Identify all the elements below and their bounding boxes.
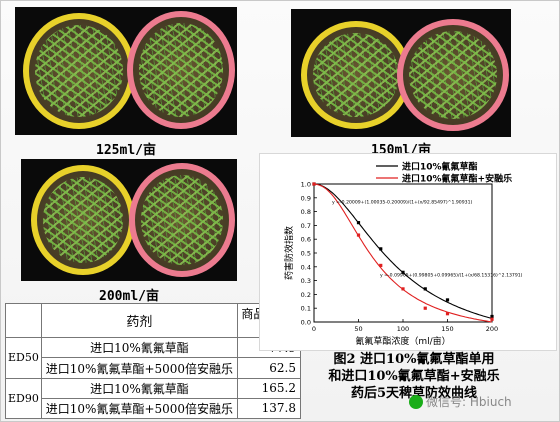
figure-caption-line2: 和进口10%氰氟草酯+安融乐 (328, 369, 500, 384)
y-tick-label: 0.8 (301, 208, 311, 216)
row-agent: 进口10%氰氟草酯 (40, 337, 239, 359)
data-point (312, 182, 316, 186)
x-axis-label: 氰氟草酯浓度（ml/亩） (355, 335, 450, 347)
y-tick-label: 0.6 (301, 236, 311, 244)
y-tick-label: 0.5 (301, 250, 311, 258)
x-tick-label: 150 (441, 325, 453, 333)
data-point (379, 263, 383, 268)
y-tick-label: 0.4 (301, 263, 311, 271)
table-header-row: 药剂 商品量ml/亩 (5, 302, 301, 339)
data-point (356, 221, 361, 225)
y-tick-label: 1.0 (301, 181, 311, 189)
results-table: 药剂 商品量ml/亩 ED50 进口10%氰氟草酯 77.9 进口10%氰氟草酯… (5, 302, 301, 420)
equation-label: y =-0.09965+(0.99805+0.09965)/(1+(x/68.1… (380, 272, 523, 278)
photo-125 (15, 7, 237, 135)
chart-panel: 0.0 0.1 0.2 0.3 0.4 0.5 0.6 0.7 0.8 0.9 1.0 0 50 100 1… (259, 153, 557, 351)
y-tick-label: 0.2 (301, 291, 311, 299)
photo-200 (21, 159, 237, 281)
watermark: 微信号: Hbiuch (409, 393, 512, 410)
data-point (356, 233, 361, 237)
legend-label: 进口10%氰氟草酯 (402, 161, 478, 173)
equation-label: y =-0.20009+(1.00035-0.20009)/(1+(x/92.8… (332, 199, 472, 205)
figure-caption: 图2 进口10%氰氟草酯单用 和进口10%氰氟草酯+安融乐 药后5天稗草防效曲线 (289, 351, 539, 402)
x-tick-label: 0 (312, 325, 316, 333)
table-row: ED90 进口10%氰氟草酯 165.2 (5, 377, 301, 420)
row-label-ed90: ED90 (5, 377, 42, 420)
legend-label: 进口10%氰氟草酯+安融乐 (402, 173, 512, 185)
y-tick-label: 0.7 (301, 222, 311, 230)
data-point (423, 287, 427, 291)
watermark-text: 微信号: Hbiuch (426, 395, 512, 409)
figure-caption-line1: 图2 进口10%氰氟草酯单用 (333, 352, 495, 367)
table-row: 进口10%氰氟草酯+5000倍安融乐 62.5 (6, 357, 301, 379)
y-tick-label: 0.1 (301, 305, 311, 313)
y-tick-label: 0.9 (301, 194, 311, 202)
row-amount: 137.8 (237, 397, 301, 420)
x-tick-label: 50 (354, 325, 362, 333)
y-tick-label: 0.0 (301, 319, 311, 327)
row-agent: 进口10%氰氟草酯+5000倍安融乐 (40, 397, 239, 420)
table-row: ED50 进口10%氰氟草酯 77.9 (5, 337, 301, 379)
data-point (401, 270, 405, 274)
x-tick-label: 100 (397, 325, 409, 333)
y-axis-label: 药害防效指数 (283, 226, 295, 280)
header-blank (5, 302, 42, 339)
photo-caption-200: 200ml/亩 (99, 289, 159, 304)
row-amount: 165.2 (237, 377, 301, 399)
data-point (379, 247, 383, 251)
data-point (490, 314, 494, 319)
header-agent: 药剂 (40, 302, 239, 339)
row-agent: 进口10%氰氟草酯+5000倍安融乐 (40, 357, 239, 379)
yellow-pot (31, 165, 135, 275)
data-point (490, 317, 494, 321)
y-tick-label: 0.3 (301, 277, 311, 285)
row-label-ed50: ED50 (5, 337, 42, 379)
dose-response-chart: 0.0 0.1 0.2 0.3 0.4 0.5 0.6 0.7 0.8 0.9 1.0 0 50 100 1… (283, 161, 523, 348)
data-point (423, 306, 427, 310)
data-point (445, 312, 450, 316)
yellow-pot (23, 13, 135, 129)
table-row: 进口10%氰氟草酯+5000倍安融乐 137.8 (6, 397, 301, 420)
wechat-icon (409, 394, 423, 409)
data-point (401, 287, 405, 291)
data-point (445, 298, 450, 302)
photo-150 (291, 9, 511, 137)
pink-pot (397, 19, 509, 131)
yellow-pot (301, 21, 411, 129)
figure-caption-line3: 药后5天稗草防效曲线 (350, 386, 478, 401)
x-tick-label: 200 (486, 325, 498, 333)
row-agent: 进口10%氰氟草酯 (40, 377, 239, 399)
photo-caption-125: 125ml/亩 (96, 143, 156, 158)
pink-pot (129, 163, 235, 277)
pink-pot (127, 11, 235, 129)
